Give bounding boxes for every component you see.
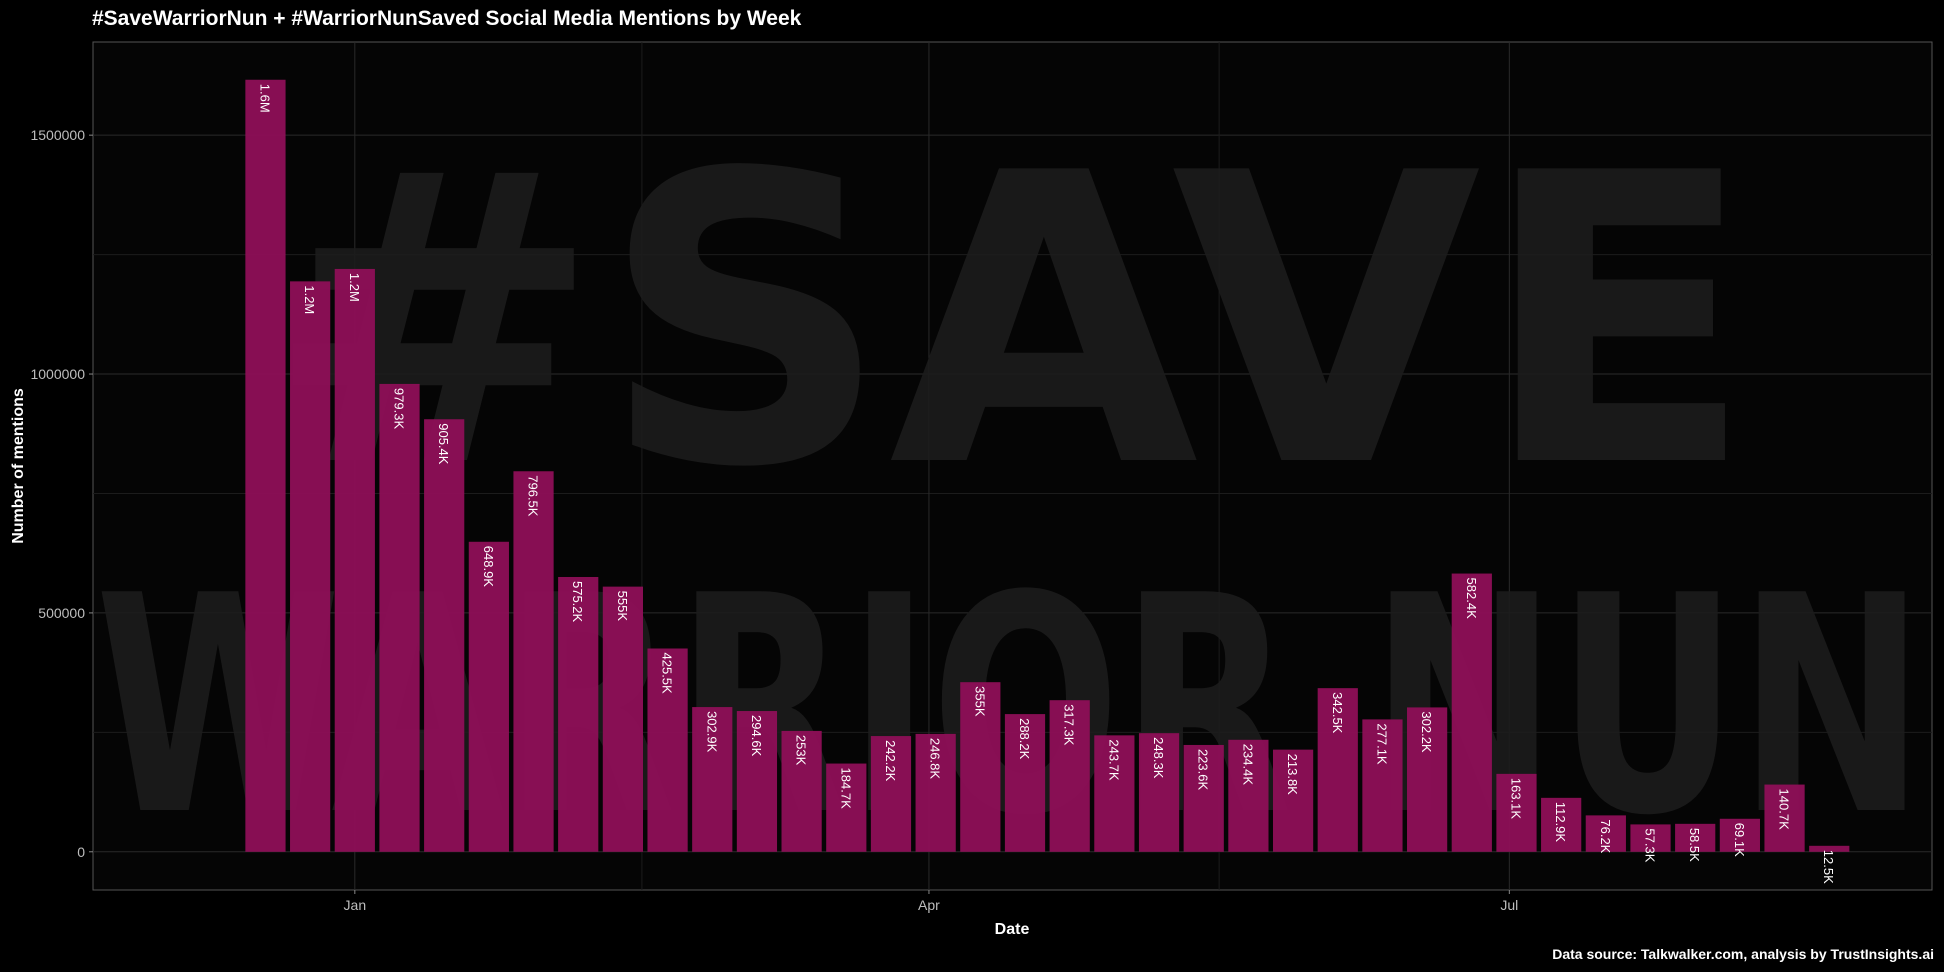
value-label: 242.2K bbox=[883, 740, 898, 782]
value-label: 1.2M bbox=[347, 273, 362, 302]
bar bbox=[1049, 700, 1090, 852]
bar bbox=[1362, 719, 1403, 852]
bar bbox=[1451, 573, 1492, 852]
value-label: 355K bbox=[972, 686, 987, 717]
bar bbox=[379, 383, 420, 852]
bar bbox=[290, 281, 331, 852]
bar bbox=[826, 763, 867, 852]
chart-title: #SaveWarriorNun + #WarriorNunSaved Socia… bbox=[92, 7, 802, 30]
value-label: 57.3K bbox=[1643, 828, 1658, 862]
bar bbox=[647, 648, 688, 852]
value-label: 342.5K bbox=[1330, 692, 1345, 734]
bar bbox=[602, 586, 644, 852]
value-label: 317.3K bbox=[1062, 704, 1077, 746]
y-tick-label: 1500000 bbox=[30, 127, 85, 143]
x-tick-label: Apr bbox=[918, 897, 940, 913]
value-label: 277.1K bbox=[1374, 723, 1389, 765]
value-label: 302.9K bbox=[704, 711, 719, 753]
value-label: 1.2M bbox=[302, 285, 317, 314]
value-label: 140.7K bbox=[1777, 789, 1792, 831]
bar bbox=[1630, 824, 1671, 852]
value-label: 555K bbox=[615, 591, 630, 622]
bar bbox=[1541, 797, 1582, 852]
bar bbox=[424, 419, 465, 852]
bar bbox=[960, 682, 1001, 852]
value-label: 213.8K bbox=[1285, 754, 1300, 796]
bar bbox=[1272, 749, 1314, 852]
value-label: 1.6M bbox=[257, 84, 272, 113]
bar bbox=[1138, 733, 1180, 852]
bar bbox=[334, 268, 375, 852]
bar bbox=[558, 576, 599, 852]
value-label: 575.2K bbox=[570, 581, 585, 623]
bar bbox=[1675, 823, 1716, 852]
value-label: 223.6K bbox=[1196, 749, 1211, 791]
bar bbox=[692, 707, 733, 852]
value-label: 112.9K bbox=[1553, 802, 1568, 843]
bar bbox=[1317, 688, 1358, 852]
x-axis-title: Date bbox=[995, 921, 1030, 938]
bar bbox=[1496, 773, 1537, 852]
bar bbox=[1585, 815, 1626, 852]
bar bbox=[245, 79, 286, 852]
bar bbox=[781, 730, 822, 852]
bar bbox=[1719, 818, 1760, 852]
bar bbox=[513, 471, 554, 852]
bar bbox=[1004, 714, 1046, 852]
bar bbox=[1809, 845, 1850, 852]
bar bbox=[1228, 739, 1269, 852]
bar bbox=[468, 541, 509, 852]
value-label: 163.1K bbox=[1508, 778, 1523, 820]
y-tick-label: 0 bbox=[77, 844, 85, 860]
value-label: 76.2K bbox=[1598, 819, 1613, 853]
bar bbox=[1764, 784, 1805, 852]
watermark: #SAVE bbox=[266, 90, 1754, 555]
bar bbox=[1407, 707, 1448, 852]
bar bbox=[915, 733, 956, 852]
value-label: 234.4K bbox=[1240, 744, 1255, 786]
value-label: 12.5K bbox=[1821, 850, 1836, 884]
value-label: 58.5K bbox=[1687, 828, 1702, 862]
y-tick-label: 500000 bbox=[38, 605, 85, 621]
value-label: 648.9K bbox=[481, 546, 496, 588]
value-label: 253K bbox=[794, 735, 809, 766]
value-label: 582.4K bbox=[1464, 578, 1479, 620]
bar bbox=[870, 736, 912, 852]
value-label: 905.4K bbox=[436, 423, 451, 465]
x-tick-label: Jan bbox=[344, 897, 367, 913]
bar bbox=[1183, 744, 1224, 852]
value-label: 69.1K bbox=[1732, 823, 1747, 857]
value-label: 184.7K bbox=[838, 768, 853, 810]
value-label: 294.6K bbox=[749, 715, 764, 757]
value-label: 425.5K bbox=[660, 652, 675, 694]
x-tick-label: Jul bbox=[1500, 897, 1518, 913]
value-label: 248.3K bbox=[1151, 737, 1166, 779]
bar bbox=[736, 711, 778, 852]
value-label: 302.2K bbox=[1419, 711, 1434, 753]
value-label: 246.8K bbox=[928, 738, 943, 780]
y-axis-title: Number of mentions bbox=[10, 388, 27, 544]
value-label: 288.2K bbox=[1017, 718, 1032, 760]
value-label: 979.3K bbox=[392, 388, 407, 430]
caption: Data source: Talkwalker.com, analysis by… bbox=[1552, 946, 1934, 962]
value-label: 243.7K bbox=[1106, 739, 1121, 781]
y-tick-label: 1000000 bbox=[30, 366, 85, 382]
bar bbox=[1094, 735, 1135, 852]
value-label: 796.5K bbox=[526, 475, 541, 517]
